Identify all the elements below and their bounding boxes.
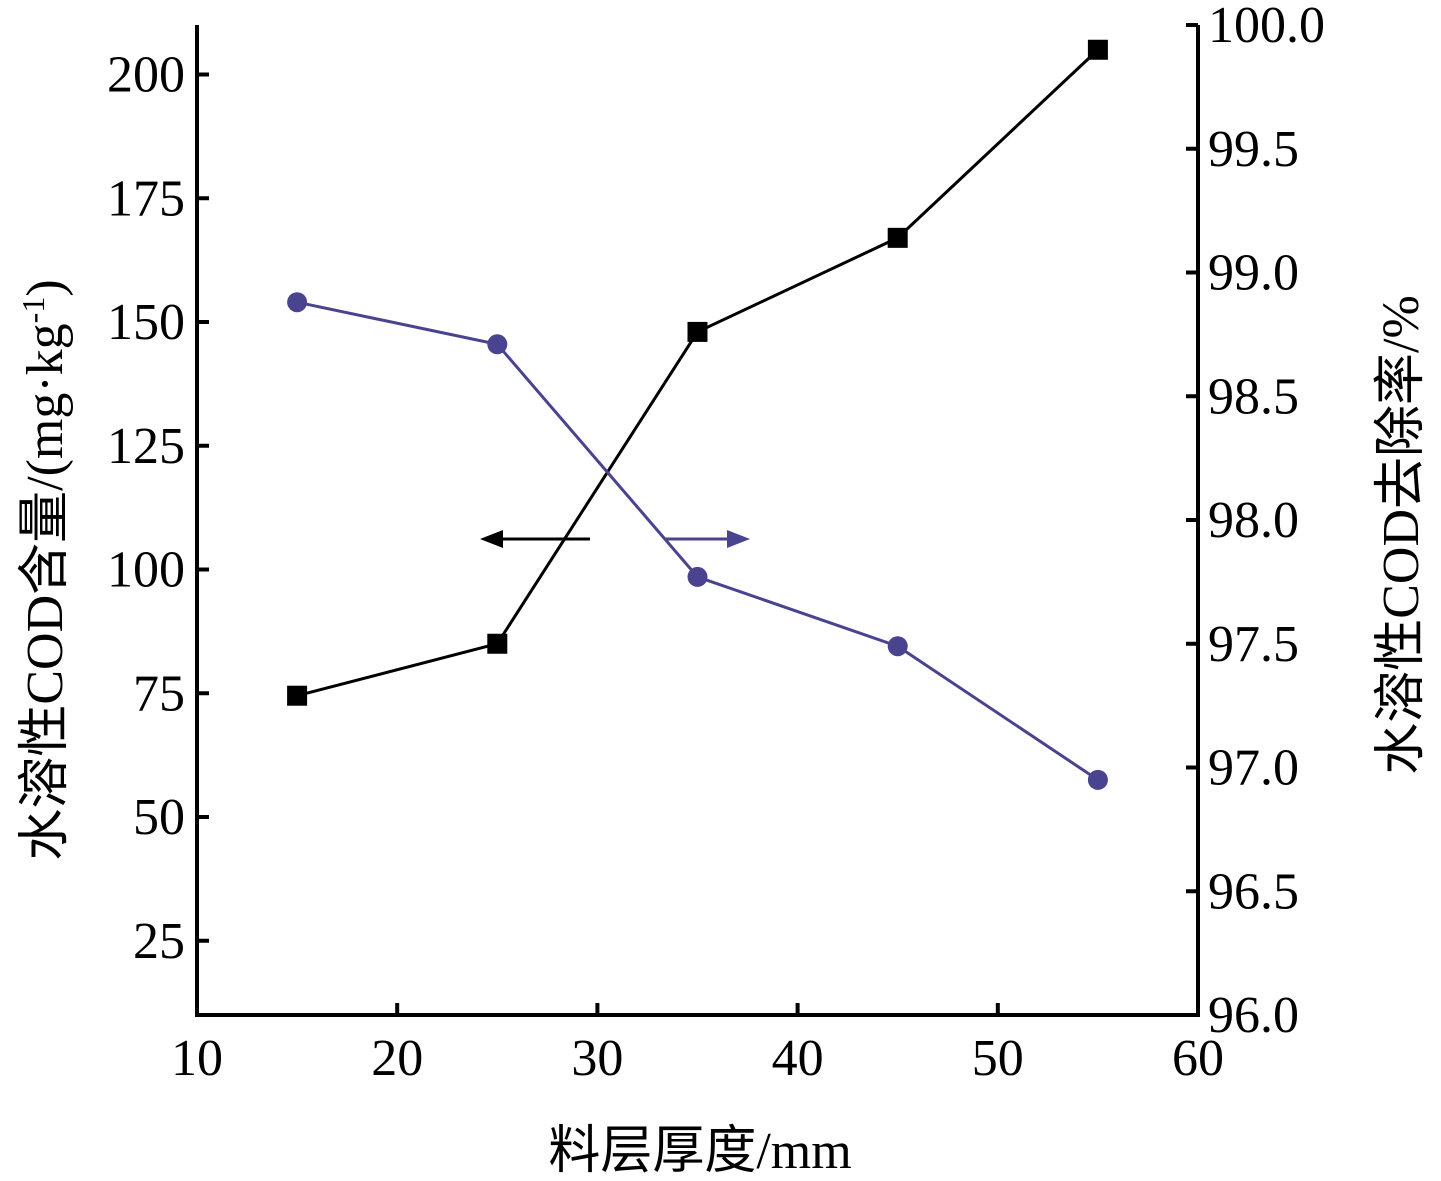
y-left-tick-label: 75 [133,665,185,722]
data-point-square [887,227,908,248]
y-left-tick-label: 200 [107,47,185,104]
y-right-tick-label: 100.0 [1208,0,1325,54]
series-left-line [296,48,1099,698]
y-left-axis-title: 水溶性COD含量/(mg·kg-1) [15,279,74,860]
x-tick-label: 40 [772,1030,824,1087]
ticks: 10 20 30 40 50 60 25 50 75 100 125 150 175 200 96.0 96.… [107,0,1325,1087]
y-left-axis-title-main: 水溶性COD含量/(mg·kg [17,323,74,860]
x-tick-label: 10 [171,1030,223,1087]
left-arrow-head [480,530,503,548]
data-point-square [687,321,708,342]
series [287,39,1108,790]
y-left-axis-title-close: ) [17,279,74,296]
y-left-tick-label: 25 [133,913,185,970]
data-point-circle [287,292,308,313]
annotations [480,530,750,548]
y-right-tick-label: 99.0 [1208,245,1299,302]
y-left-tick-label: 175 [107,170,185,227]
data-point-square [1087,39,1108,60]
x-tick-label: 60 [1172,1030,1224,1087]
series-right-line [296,300,1099,782]
data-point-circle [1087,769,1108,790]
y-right-tick-label: 98.0 [1208,492,1299,549]
y-right-tick-label: 96.5 [1208,863,1299,920]
y-left-tick-label: 125 [107,418,185,475]
data-point-circle [487,334,508,355]
data-point-circle [887,636,908,657]
data-point-square [487,633,508,654]
data-point-square [287,685,308,706]
y-left-tick-label: 100 [107,542,185,599]
axes [195,25,1200,1017]
y-right-tick-label: 97.5 [1208,616,1299,673]
x-tick-label: 20 [371,1030,423,1087]
data-point-circle [687,566,708,587]
x-axis-title: 料层厚度/mm [548,1123,851,1180]
right-arrow-head [727,530,750,548]
y-left-axis-title-sup: -1 [15,297,51,324]
x-tick-label: 30 [571,1030,623,1087]
y-right-tick-label: 99.5 [1208,121,1299,178]
y-left-tick-label: 150 [107,294,185,351]
y-right-tick-label: 98.5 [1208,368,1299,425]
y-left-tick-label: 50 [133,789,185,846]
y-right-tick-label: 97.0 [1208,740,1299,797]
x-tick-label: 50 [972,1030,1024,1087]
y-right-tick-label: 96.0 [1208,987,1299,1044]
y-right-axis-title: 水溶性COD去除率/% [1373,295,1430,775]
